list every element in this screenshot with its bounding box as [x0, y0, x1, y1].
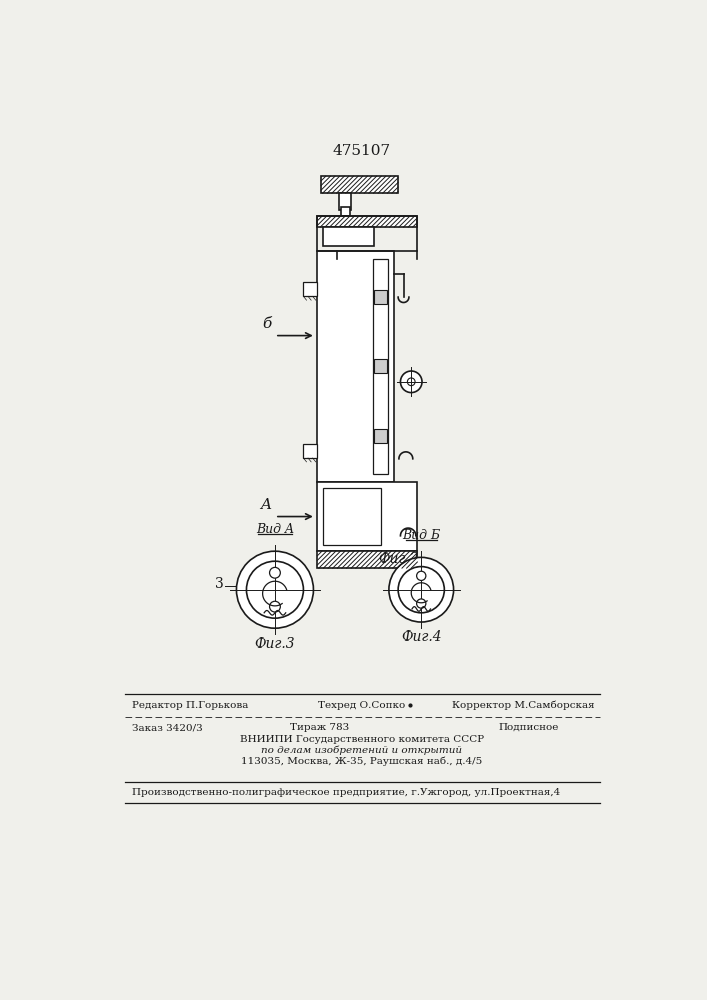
Text: Фиг.4: Фиг.4	[401, 630, 442, 644]
Text: Редактор П.Горькова: Редактор П.Горькова	[132, 701, 249, 710]
Bar	[317, 482, 417, 551]
Bar	[317, 251, 395, 482]
Bar	[373, 429, 387, 443]
Text: A: A	[260, 498, 271, 512]
Bar	[339, 193, 351, 210]
Circle shape	[416, 571, 426, 580]
Text: Подписное: Подписное	[498, 723, 559, 732]
Text: 113035, Москва, Ж-35, Раушская наб., д.4/5: 113035, Москва, Ж-35, Раушская наб., д.4…	[241, 757, 483, 766]
Circle shape	[416, 599, 426, 608]
Bar	[324, 488, 381, 545]
Text: Корректор М.Самборская: Корректор М.Самборская	[452, 700, 595, 710]
Circle shape	[400, 371, 422, 393]
Text: ВНИИПИ Государственного комитета СССР: ВНИИПИ Государственного комитета СССР	[240, 735, 484, 744]
Text: Фиг.2: Фиг.2	[378, 552, 419, 566]
Text: Тираж 783: Тираж 783	[291, 723, 349, 732]
Circle shape	[398, 567, 444, 613]
Text: Фиг.3: Фиг.3	[255, 637, 296, 651]
Bar	[303, 444, 317, 458]
Circle shape	[407, 378, 415, 386]
Bar	[317, 216, 417, 227]
Text: Техред О.Сопко: Техред О.Сопко	[318, 701, 406, 710]
Bar	[303, 282, 317, 296]
Text: Заказ 3420/3: Заказ 3420/3	[132, 723, 203, 732]
Text: Вид A: Вид A	[256, 523, 294, 536]
Circle shape	[389, 557, 454, 622]
Circle shape	[269, 567, 281, 578]
Bar	[373, 290, 387, 304]
Circle shape	[247, 561, 303, 618]
Text: 3: 3	[215, 577, 224, 591]
Text: 475107: 475107	[333, 144, 391, 158]
Text: Производственно-полиграфическое предприятие, г.Ужгород, ул.Проектная,4: Производственно-полиграфическое предприя…	[132, 788, 561, 797]
Bar	[341, 207, 351, 216]
Circle shape	[236, 551, 313, 628]
Text: б: б	[262, 317, 271, 331]
Bar	[373, 359, 387, 373]
Bar	[324, 227, 373, 246]
Bar	[321, 176, 398, 193]
Bar	[317, 551, 417, 568]
Bar	[373, 259, 388, 474]
Text: по делам изобретений и открытий: по делам изобретений и открытий	[262, 746, 462, 755]
Circle shape	[269, 601, 281, 612]
Bar	[317, 216, 417, 251]
Text: Вид Б: Вид Б	[402, 529, 440, 542]
